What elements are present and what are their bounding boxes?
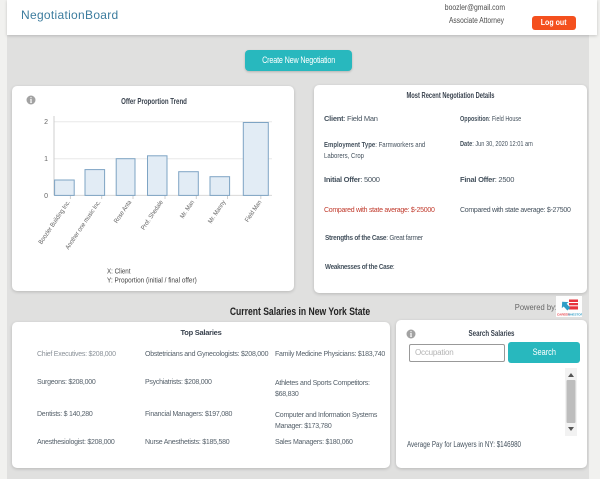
svg-text:1: 1 bbox=[44, 156, 48, 163]
svg-text:Rose Anta: Rose Anta bbox=[113, 199, 134, 225]
svg-text:ONESTOP: ONESTOP bbox=[568, 313, 582, 317]
svg-text:Field Man: Field Man bbox=[244, 199, 264, 224]
svg-text:X: Client: X: Client bbox=[107, 268, 131, 276]
svg-text:Mr. Manny: Mr. Manny bbox=[207, 198, 228, 225]
svg-text:i: i bbox=[410, 330, 413, 339]
svg-text:Mr. Man: Mr. Man bbox=[179, 199, 197, 220]
svg-text:Y: Proportion (initial / final: Y: Proportion (initial / final offer) bbox=[107, 277, 197, 285]
svg-text:CAREER: CAREER bbox=[557, 313, 571, 317]
svg-text:Prof. Shedale: Prof. Shedale bbox=[140, 199, 166, 232]
svg-text:0: 0 bbox=[44, 193, 48, 200]
svg-text:Boozler Building Inc.: Boozler Building Inc. bbox=[37, 199, 72, 246]
svg-text:Another one music Inc.: Another one music Inc. bbox=[64, 199, 103, 251]
svg-text:i: i bbox=[30, 96, 33, 105]
svg-text:2: 2 bbox=[44, 119, 48, 126]
svg-text:Offer Proportion Trend: Offer Proportion Trend bbox=[121, 96, 187, 106]
